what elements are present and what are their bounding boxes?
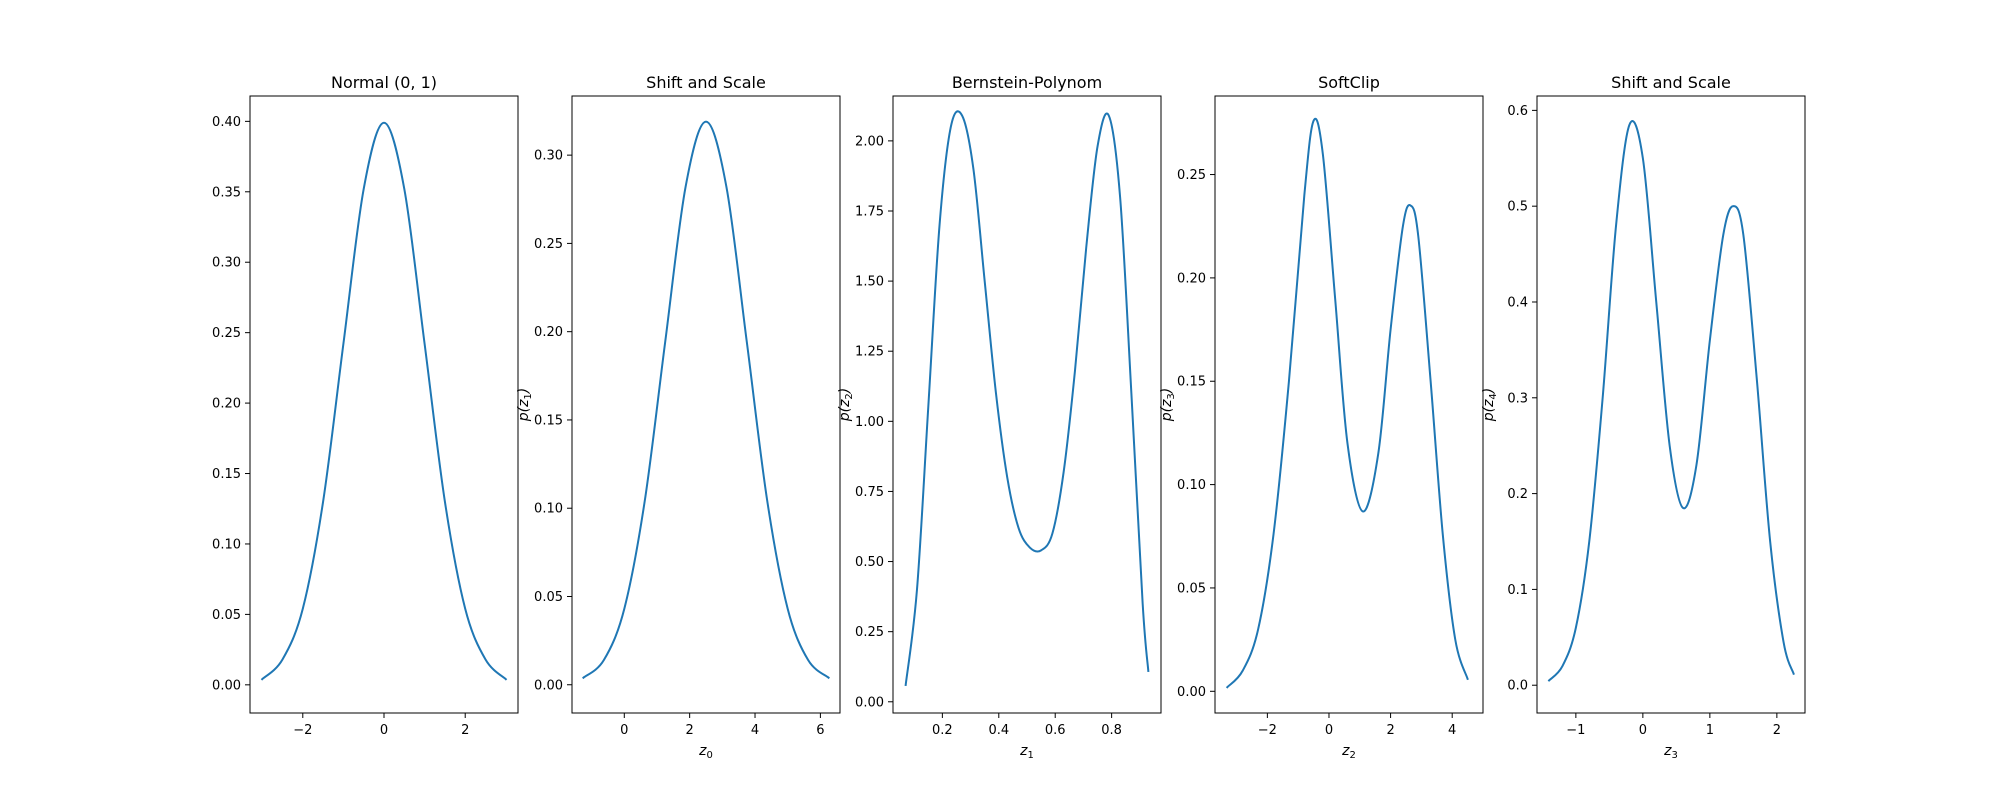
y-tick-label: 0.0 [1507, 679, 1528, 694]
subplot-2: Shift and Scale 0 2 4 6 0.00 0.05 0.10 0.15 0.20 0… [516, 73, 841, 761]
y-axis-label: p(z3) [1159, 388, 1177, 423]
y-tick-label: 0.75 [855, 485, 884, 500]
subplot-5: Shift and Scale −1 0 1 2 0.0 0.1 0.2 0.3 0.4 0.5 0.… [1481, 73, 1806, 761]
x-tick-label: 1 [1706, 723, 1714, 738]
x-tick-label: 0 [1639, 723, 1647, 738]
y-tick-label: 0.50 [855, 555, 884, 570]
x-axis-label: z3 [1663, 743, 1678, 761]
x-tick-label: −2 [1258, 723, 1277, 738]
series-line [904, 110, 1150, 687]
series-line [1547, 120, 1795, 682]
y-tick-label: 2.00 [855, 134, 884, 149]
chart-title: SoftClip [1318, 73, 1380, 92]
y-tick-label: 0.30 [534, 149, 563, 164]
x-tick-label: 2 [1386, 723, 1394, 738]
subplot-3: Bernstein-Polynom 0.2 0.4 0.6 0.8 0.00 0.25 0.5… [837, 73, 1162, 761]
axes-frame [571, 95, 841, 714]
series-line [1225, 117, 1469, 689]
y-tick-label: 0.25 [1177, 168, 1206, 183]
x-tick-label: 0.8 [1101, 723, 1122, 738]
y-tick-label: 0.15 [212, 467, 241, 482]
y-tick-label: 0.30 [212, 256, 241, 271]
y-tick-label: 0.20 [1177, 271, 1206, 286]
x-axis-label: z2 [1341, 743, 1356, 761]
y-tick-label: 0.05 [1177, 581, 1206, 596]
x-tick-label: 0.4 [988, 723, 1009, 738]
y-tick-label: 0.10 [212, 537, 241, 552]
chart-title: Normal (0, 1) [331, 73, 437, 92]
subplot-1: Normal (0, 1) −2 0 2 0.00 0.05 0.10 0.15 0.20 0.2… [212, 73, 519, 738]
y-tick-label: 0.3 [1507, 391, 1528, 406]
y-tick-label: 0.15 [534, 413, 563, 428]
x-axis-label: z1 [1019, 743, 1034, 761]
y-tick-label: 0.2 [1507, 487, 1528, 502]
x-tick-label: −1 [1566, 723, 1585, 738]
y-axis-label: p(z2) [837, 388, 855, 423]
subplot-4: SoftClip −2 0 2 4 0.00 0.05 0.10 0.15 0.20 0.25 z2 p… [1159, 73, 1484, 761]
chart-title: Shift and Scale [646, 73, 766, 92]
x-tick-label: 2 [461, 723, 469, 738]
x-tick-label: 0 [380, 723, 388, 738]
x-tick-label: 4 [1448, 723, 1456, 738]
y-tick-label: 1.25 [855, 345, 884, 360]
y-tick-label: 0.00 [1177, 685, 1206, 700]
x-tick-label: 0.2 [932, 723, 953, 738]
y-tick-label: 0.05 [534, 590, 563, 605]
y-tick-label: 0.00 [534, 678, 563, 693]
series-line [582, 120, 830, 680]
y-tick-label: 0.15 [1177, 375, 1206, 390]
y-tick-label: 1.50 [855, 275, 884, 290]
x-axis-label: z0 [698, 743, 713, 761]
chart-title: Bernstein-Polynom [952, 73, 1102, 92]
x-tick-label: 4 [751, 723, 759, 738]
x-tick-label: 0.6 [1045, 723, 1066, 738]
y-tick-label: 0.1 [1507, 583, 1528, 598]
y-tick-label: 0.00 [212, 678, 241, 693]
y-tick-label: 0.25 [534, 237, 563, 252]
x-tick-label: 6 [816, 723, 824, 738]
x-tick-label: 0 [1325, 723, 1333, 738]
y-tick-label: 0.20 [534, 325, 563, 340]
y-tick-label: 0.5 [1507, 200, 1528, 215]
x-tick-label: −2 [293, 723, 312, 738]
y-tick-label: 0.00 [855, 695, 884, 710]
y-tick-label: 0.10 [534, 502, 563, 517]
y-tick-label: 1.75 [855, 204, 884, 219]
y-tick-label: 1.00 [855, 415, 884, 430]
axes-frame [1214, 95, 1484, 714]
axes-frame [1536, 95, 1806, 714]
y-tick-label: 0.25 [855, 625, 884, 640]
x-tick-label: 2 [1773, 723, 1781, 738]
series-line [260, 121, 508, 681]
y-axis-label: p(z1) [516, 388, 534, 423]
y-tick-label: 0.4 [1507, 295, 1528, 310]
axes-frame [892, 95, 1162, 714]
y-tick-label: 0.20 [212, 397, 241, 412]
axes-frame [249, 95, 519, 714]
y-tick-label: 0.05 [212, 608, 241, 623]
y-tick-label: 0.10 [1177, 478, 1206, 493]
y-tick-label: 0.25 [212, 326, 241, 341]
chart-title: Shift and Scale [1611, 73, 1731, 92]
y-tick-label: 0.35 [212, 185, 241, 200]
y-tick-label: 0.40 [212, 115, 241, 130]
y-tick-label: 0.6 [1507, 104, 1528, 119]
x-tick-label: 0 [620, 723, 628, 738]
x-tick-label: 2 [686, 723, 694, 738]
y-axis-label: p(z4) [1481, 388, 1499, 423]
